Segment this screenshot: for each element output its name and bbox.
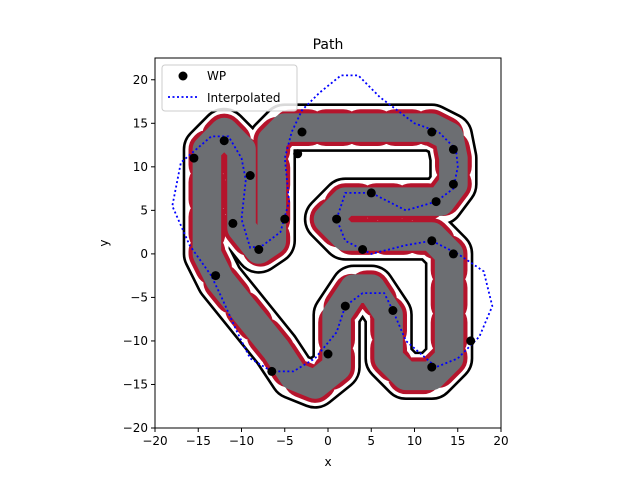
waypoint-marker bbox=[448, 249, 458, 259]
y-tick-label: −5 bbox=[130, 290, 148, 304]
y-axis: −20 −15 −10 −5 0 5 10 15 20 bbox=[123, 73, 155, 435]
x-tick-label: −10 bbox=[229, 434, 254, 448]
legend-wp-label: WP bbox=[207, 69, 226, 83]
x-tick-label: 0 bbox=[324, 434, 332, 448]
y-tick-label: −10 bbox=[123, 334, 148, 348]
waypoint-marker bbox=[340, 301, 350, 311]
y-tick-label: −15 bbox=[123, 377, 148, 391]
track-surface bbox=[192, 113, 468, 399]
x-tick-label: 10 bbox=[407, 434, 422, 448]
legend: WP Interpolated bbox=[161, 64, 298, 112]
interpolated-line bbox=[171, 74, 494, 373]
chart-title: Path bbox=[313, 37, 344, 53]
waypoint-marker bbox=[211, 271, 221, 281]
waypoint-marker bbox=[228, 218, 238, 228]
waypoint-marker bbox=[280, 214, 290, 224]
waypoint-marker bbox=[427, 236, 437, 246]
waypoint-marker bbox=[466, 336, 476, 346]
waypoint-marker bbox=[427, 362, 437, 372]
x-tick-label: −15 bbox=[186, 434, 211, 448]
waypoint-marker bbox=[267, 366, 277, 376]
waypoint-marker bbox=[332, 214, 342, 224]
y-tick-label: 0 bbox=[140, 247, 148, 261]
track-layer bbox=[182, 103, 478, 409]
waypoint-marker bbox=[254, 245, 264, 254]
x-tick-label: 20 bbox=[493, 434, 508, 448]
waypoint-marker bbox=[189, 153, 199, 163]
waypoint-marker bbox=[388, 306, 398, 315]
y-tick-label: −20 bbox=[123, 421, 148, 435]
waypoint-marker bbox=[431, 197, 441, 207]
y-tick-label: 5 bbox=[140, 203, 148, 217]
x-tick-label: −20 bbox=[142, 434, 167, 448]
x-tick-label: −5 bbox=[276, 434, 294, 448]
waypoint-marker bbox=[219, 136, 229, 146]
waypoint-marker bbox=[427, 127, 437, 137]
waypoint-marker bbox=[323, 349, 333, 359]
x-axis-label: x bbox=[324, 455, 331, 469]
y-tick-label: 20 bbox=[133, 73, 148, 87]
waypoint-marker bbox=[297, 127, 307, 137]
waypoint-marker bbox=[366, 188, 376, 198]
legend-wp-marker bbox=[178, 71, 188, 81]
legend-box bbox=[161, 64, 298, 112]
y-tick-label: 10 bbox=[133, 160, 148, 174]
series-layer bbox=[171, 74, 494, 376]
waypoint-marker bbox=[358, 245, 368, 254]
y-tick-label: 15 bbox=[133, 116, 148, 130]
legend-interpolated-label: Interpolated bbox=[207, 91, 281, 105]
waypoint-marker bbox=[245, 171, 255, 180]
y-axis-label: y bbox=[97, 239, 111, 246]
waypoint-marker bbox=[448, 179, 458, 189]
x-axis: −20 −15 −10 −5 0 5 10 15 20 bbox=[142, 428, 509, 448]
x-tick-label: 5 bbox=[367, 434, 375, 448]
x-tick-label: 15 bbox=[450, 434, 465, 448]
waypoint-marker bbox=[448, 144, 458, 154]
waypoint-marker bbox=[293, 149, 303, 159]
